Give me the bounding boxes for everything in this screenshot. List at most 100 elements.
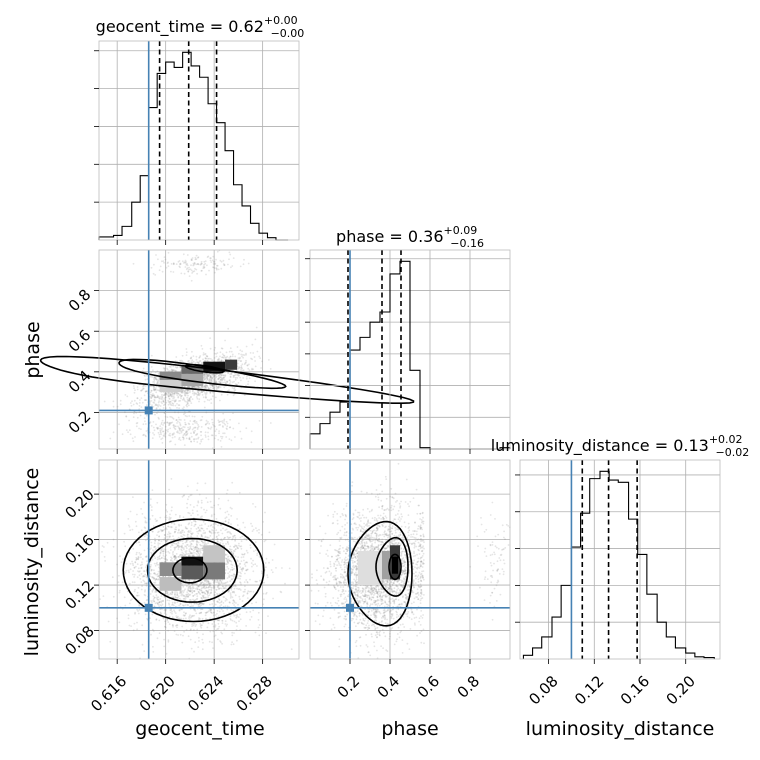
sample-point bbox=[161, 419, 164, 422]
sample-point bbox=[225, 382, 228, 385]
sample-point bbox=[173, 399, 175, 402]
sample-point bbox=[208, 640, 211, 643]
sample-point bbox=[177, 396, 180, 399]
sample-point bbox=[167, 261, 169, 264]
sample-point bbox=[170, 416, 173, 418]
sample-point bbox=[202, 532, 205, 535]
sample-point bbox=[222, 590, 224, 593]
sample-point bbox=[256, 350, 259, 353]
sample-point bbox=[284, 582, 286, 585]
sample-point bbox=[182, 389, 185, 392]
sample-point bbox=[185, 348, 188, 350]
sample-point bbox=[190, 440, 193, 443]
sample-point bbox=[238, 563, 241, 565]
sample-point bbox=[214, 374, 217, 376]
sample-point bbox=[224, 569, 227, 571]
sample-point bbox=[144, 385, 147, 387]
sample-point bbox=[132, 416, 135, 419]
x-axis-label-geocent-time: geocent_time bbox=[135, 718, 264, 740]
sample-point bbox=[258, 532, 260, 534]
sample-point bbox=[155, 254, 157, 256]
sample-point bbox=[195, 433, 198, 436]
sample-point bbox=[157, 395, 159, 398]
sample-point bbox=[254, 338, 257, 341]
sample-point bbox=[217, 638, 219, 641]
title-median: 0.62 bbox=[228, 17, 264, 36]
sample-point bbox=[127, 431, 129, 434]
sample-point bbox=[199, 524, 201, 527]
sample-point bbox=[186, 390, 189, 392]
sample-point bbox=[231, 538, 234, 540]
sample-point bbox=[265, 593, 267, 595]
sample-point bbox=[197, 541, 200, 544]
sample-point bbox=[218, 430, 221, 432]
sample-point bbox=[150, 544, 153, 547]
sample-point bbox=[186, 433, 188, 436]
sample-point bbox=[133, 573, 136, 576]
sample-point bbox=[139, 414, 142, 417]
sample-point bbox=[187, 593, 190, 595]
sample-point bbox=[136, 621, 138, 624]
sample-point bbox=[132, 570, 135, 572]
sample-point bbox=[174, 443, 177, 446]
sample-point bbox=[159, 405, 162, 407]
sample-point bbox=[192, 549, 195, 552]
sample-point bbox=[153, 429, 156, 432]
sample-point bbox=[221, 378, 224, 380]
sample-point bbox=[169, 415, 172, 418]
sample-point bbox=[224, 375, 227, 378]
sample-point bbox=[176, 392, 178, 394]
sample-point bbox=[216, 592, 219, 595]
sample-point bbox=[228, 576, 230, 578]
sample-point bbox=[221, 356, 224, 358]
sample-point bbox=[173, 610, 176, 613]
sample-point bbox=[140, 406, 143, 408]
sample-point bbox=[219, 378, 222, 381]
sample-point bbox=[200, 431, 203, 433]
sample-point bbox=[228, 389, 230, 392]
sample-point bbox=[159, 397, 162, 400]
sample-point bbox=[228, 382, 231, 385]
sample-point bbox=[200, 386, 203, 388]
sample-point bbox=[127, 617, 130, 620]
sample-point bbox=[157, 546, 160, 548]
sample-point bbox=[207, 525, 210, 528]
sample-point bbox=[179, 262, 182, 265]
sample-point bbox=[192, 427, 195, 429]
sample-point bbox=[183, 433, 186, 435]
sample-point bbox=[235, 548, 237, 550]
sample-point bbox=[209, 592, 212, 595]
sample-point bbox=[155, 423, 157, 426]
sample-point bbox=[139, 399, 141, 401]
sample-point bbox=[238, 367, 241, 369]
sample-point bbox=[222, 376, 225, 379]
sample-point bbox=[211, 603, 214, 605]
sample-point bbox=[229, 253, 232, 256]
sample-point bbox=[155, 547, 157, 550]
sample-point bbox=[165, 528, 168, 531]
sample-point bbox=[249, 546, 252, 549]
sample-point bbox=[220, 393, 223, 396]
sample-point bbox=[182, 597, 185, 600]
sample-point bbox=[182, 585, 185, 588]
sample-point bbox=[172, 404, 175, 407]
sample-point bbox=[191, 592, 194, 594]
sample-point bbox=[217, 419, 220, 422]
sample-point bbox=[203, 360, 206, 363]
sample-point bbox=[244, 585, 246, 588]
sample-point bbox=[168, 398, 171, 400]
sample-point bbox=[227, 499, 230, 502]
sample-point bbox=[218, 599, 221, 601]
sample-point bbox=[205, 509, 208, 512]
sample-point bbox=[201, 594, 204, 597]
sample-point bbox=[175, 526, 177, 529]
sample-point bbox=[179, 263, 182, 266]
sample-point bbox=[180, 594, 183, 597]
sample-point bbox=[207, 438, 210, 441]
sample-point bbox=[212, 373, 215, 376]
sample-point bbox=[236, 547, 239, 549]
sample-point bbox=[196, 504, 199, 507]
sample-point bbox=[138, 531, 140, 534]
sample-point bbox=[168, 488, 171, 491]
sample-point bbox=[161, 396, 164, 399]
